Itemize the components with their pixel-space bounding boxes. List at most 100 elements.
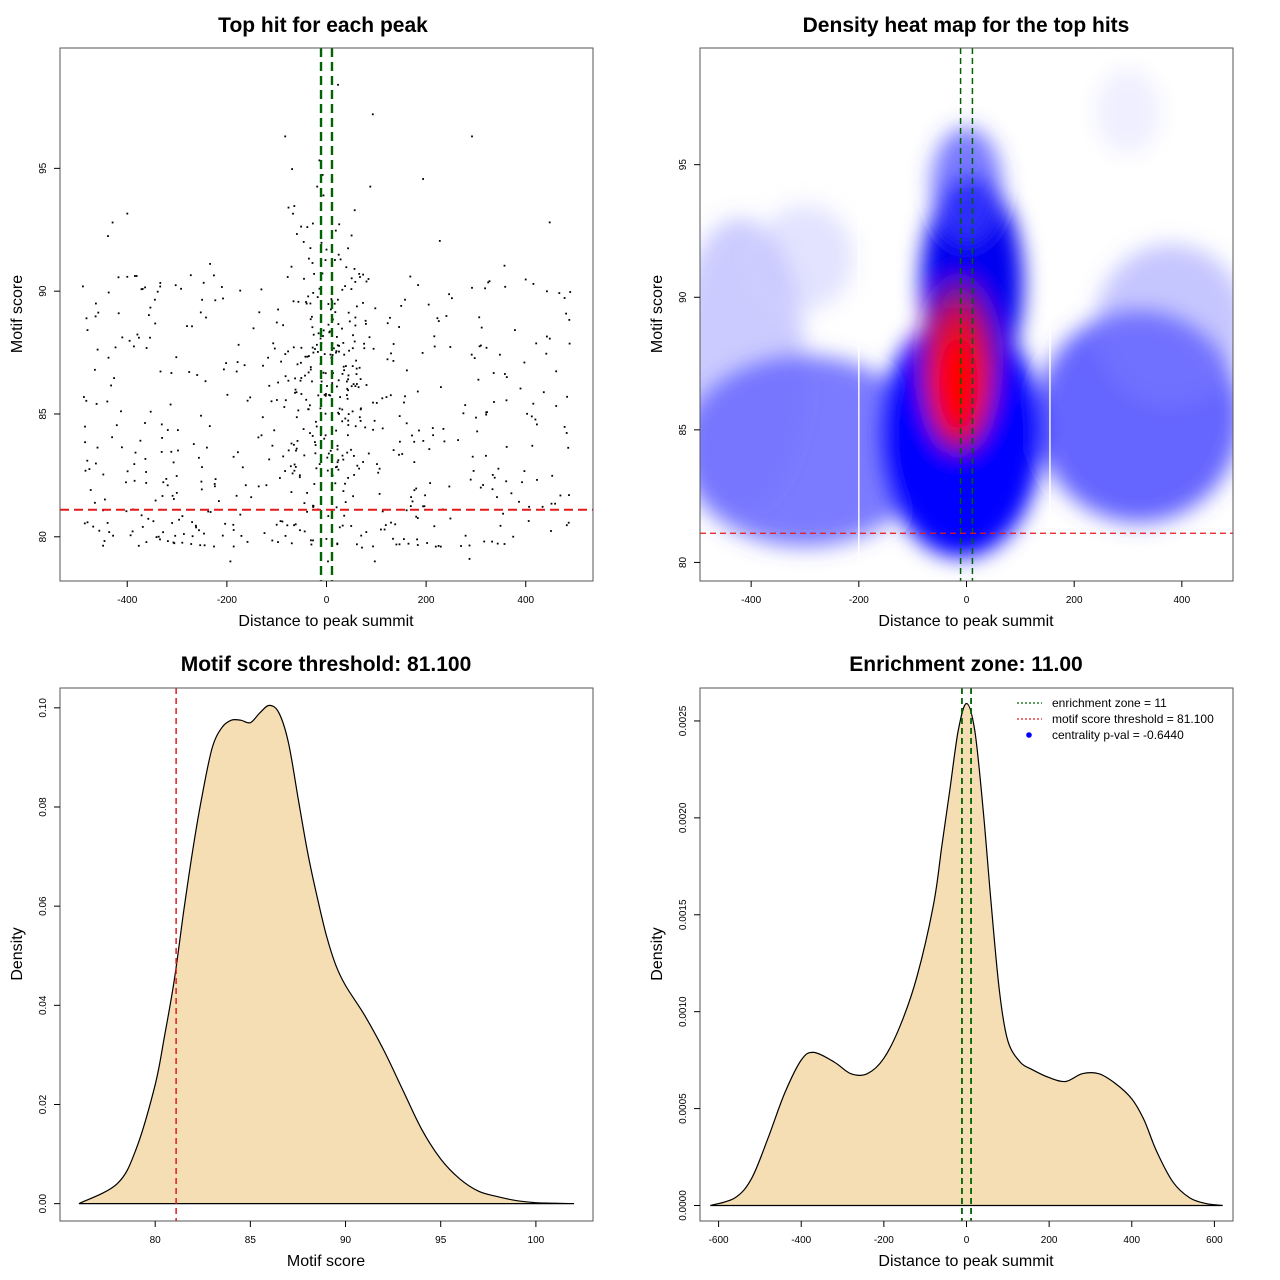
scatter-point — [338, 407, 341, 410]
scatter-point — [386, 322, 389, 325]
scatter-x-tick-label: 0 — [324, 595, 330, 606]
scatter-point — [200, 480, 203, 483]
scatter-point — [372, 401, 374, 404]
scatter-point — [336, 448, 339, 451]
scatter-point — [336, 444, 339, 447]
scatter-point — [302, 428, 305, 430]
scatter-point — [417, 284, 419, 286]
scatter-point — [240, 535, 243, 537]
scatter-point — [348, 349, 350, 352]
scatter-point — [334, 482, 337, 485]
scatter-point — [563, 426, 566, 428]
scatter-point — [471, 135, 473, 138]
scatter-point — [173, 542, 176, 545]
scatter-point — [128, 339, 131, 342]
scatter-point — [416, 538, 418, 541]
scatter-point — [536, 479, 538, 481]
scatter-point — [126, 275, 129, 278]
scatter-point — [464, 534, 467, 537]
scatter-point — [283, 406, 286, 408]
scatter-point — [337, 323, 340, 325]
scatter-point — [291, 168, 293, 170]
scatter-point — [424, 494, 426, 497]
scatter-point — [335, 351, 337, 354]
scatter-point — [449, 517, 452, 520]
scatter-point — [161, 495, 164, 497]
scatter-point — [192, 443, 195, 445]
scatter-point — [422, 505, 424, 508]
scatter-point — [413, 489, 416, 492]
scatter-point — [512, 535, 515, 538]
scatter-point — [261, 416, 264, 419]
scatter-point — [350, 385, 353, 388]
scatter-point — [351, 410, 354, 413]
scatter-point — [188, 371, 191, 373]
scatter-point — [336, 465, 338, 468]
scatter-point — [338, 413, 340, 415]
scatter-point — [203, 544, 206, 547]
scatter-point — [438, 240, 441, 242]
scatter-point — [338, 526, 341, 529]
heatmap-x-tick-label: -400 — [741, 595, 761, 606]
scatter-point — [335, 429, 337, 432]
scatter-point — [471, 286, 473, 289]
scatter-point — [296, 233, 298, 235]
scatter-point — [383, 528, 386, 531]
scatter-point — [289, 465, 292, 468]
scatter-point — [526, 412, 528, 415]
scatter-point — [374, 307, 377, 310]
scatter-point — [320, 241, 323, 244]
scatter-point — [395, 543, 398, 546]
scatter-point — [335, 466, 337, 469]
scatter-point — [433, 525, 436, 528]
scatter-point — [126, 470, 129, 473]
scatter-point — [480, 344, 482, 347]
scatter-point — [117, 276, 120, 279]
scatter-point — [460, 545, 462, 547]
scatter-point — [359, 420, 362, 422]
scatter-point — [82, 285, 84, 288]
scatter-point — [330, 308, 332, 311]
score-density-y-tick-label: 0.00 — [38, 1193, 49, 1213]
scatter-point — [134, 451, 137, 454]
scatter-point — [398, 415, 401, 417]
scatter-point — [198, 456, 200, 459]
scatter-point — [277, 308, 279, 311]
scatter-point — [365, 384, 368, 386]
scatter-point — [371, 113, 374, 116]
enrichment-x-label: Distance to peak summit — [878, 1253, 1054, 1270]
scatter-point — [321, 272, 324, 275]
scatter-point — [114, 346, 117, 349]
scatter-point — [297, 300, 300, 303]
scatter-point — [355, 373, 358, 375]
scatter-point — [392, 449, 395, 451]
enrichment-x-tick-label: 600 — [1206, 1235, 1223, 1246]
scatter-point — [323, 393, 326, 396]
scatter-point — [353, 455, 355, 457]
scatter-point — [108, 531, 111, 533]
scatter-point — [169, 403, 172, 406]
scatter-point — [359, 378, 362, 380]
score-density-y-tick-label: 0.04 — [38, 995, 49, 1015]
score-density-plot-frame — [59, 687, 594, 1222]
scatter-point — [313, 483, 316, 485]
scatter-point — [404, 395, 406, 398]
scatter-point — [214, 478, 217, 480]
scatter-point — [141, 526, 144, 528]
scatter-point — [302, 241, 305, 243]
scatter-point — [177, 429, 179, 431]
scatter-point — [300, 393, 303, 395]
scatter-point — [362, 302, 364, 304]
scatter-point — [308, 355, 310, 357]
heatmap-x-tick-label: 0 — [964, 595, 970, 606]
scatter-point — [222, 297, 224, 300]
scatter-point — [191, 521, 193, 523]
scatter-point — [107, 235, 109, 237]
scatter-point — [313, 273, 315, 275]
scatter-point — [314, 441, 316, 443]
scatter-point — [347, 413, 350, 415]
scatter-point — [350, 288, 353, 290]
scatter-point — [433, 345, 436, 348]
scatter-point — [181, 541, 184, 544]
scatter-point — [411, 434, 413, 437]
